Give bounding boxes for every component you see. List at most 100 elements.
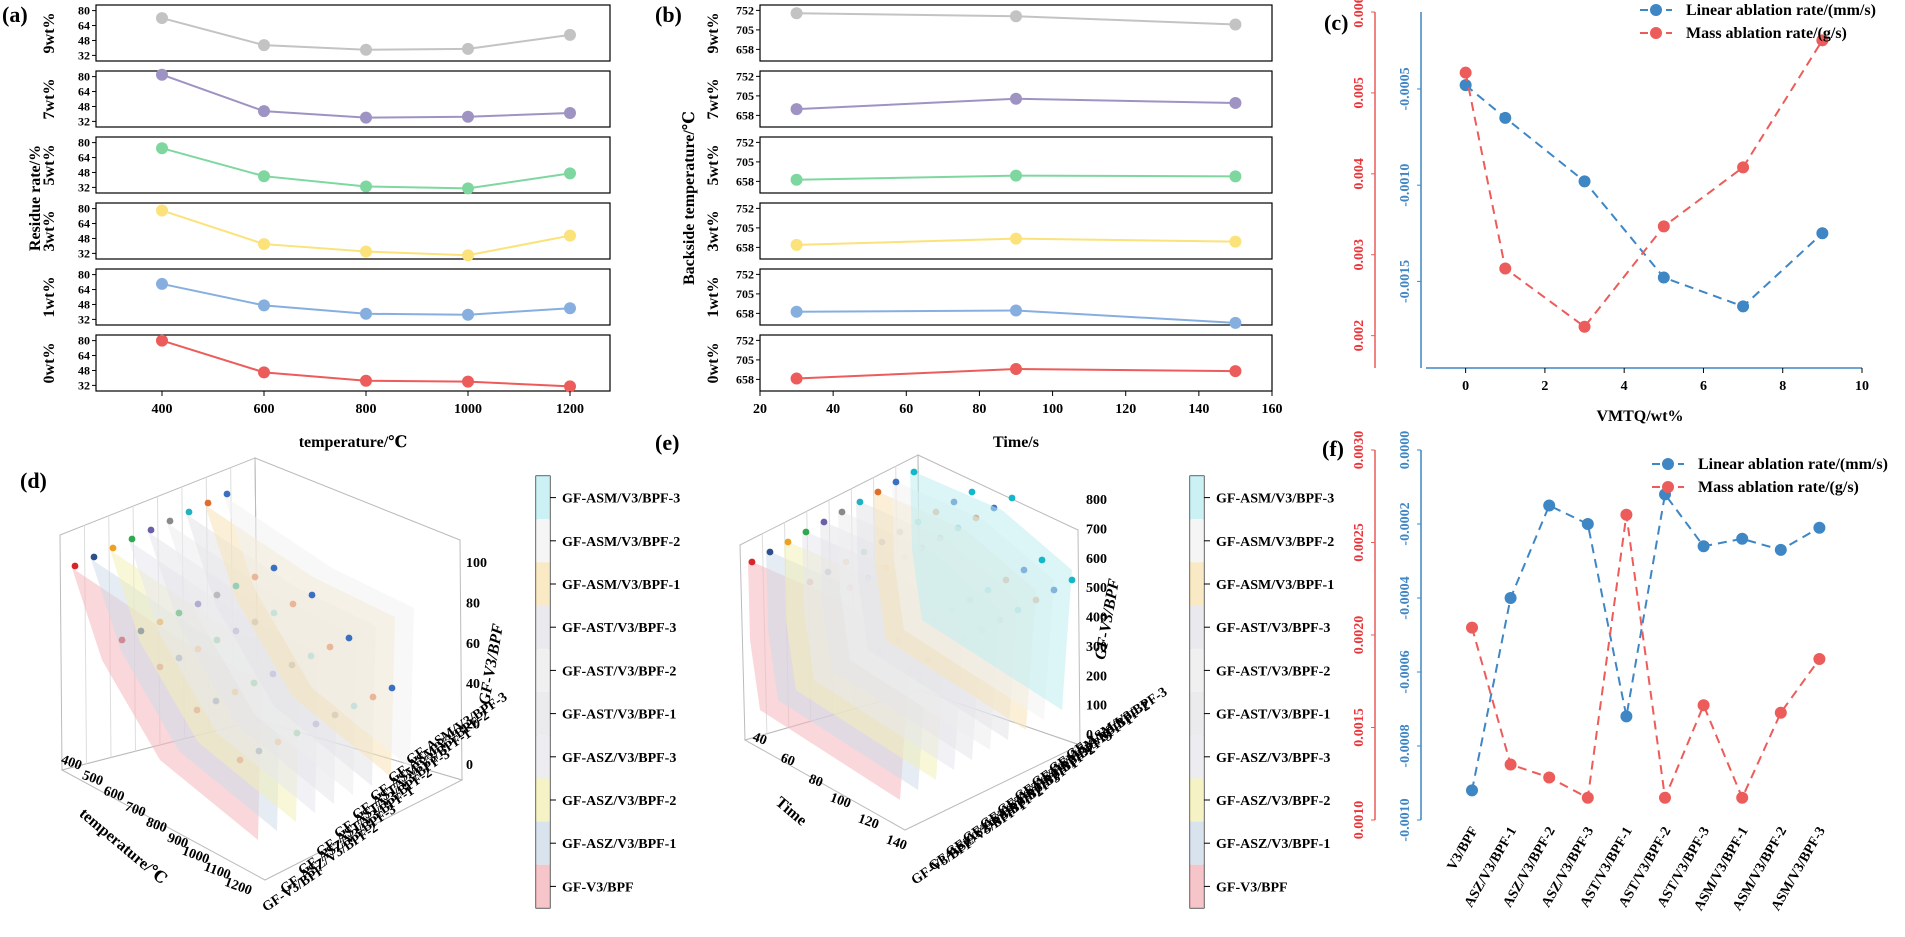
y-axis-label: Residue rate/% xyxy=(27,145,44,251)
data-point xyxy=(156,142,168,155)
left-y-tick-label: 0.0010 xyxy=(1352,801,1367,840)
data-point xyxy=(1010,92,1022,105)
data-point xyxy=(1229,96,1242,109)
series-label: 5wt% xyxy=(705,145,722,186)
legend-label: GF-AST/V3/BPF-3 xyxy=(562,621,676,636)
series-line xyxy=(1471,514,1821,802)
y-tick-label: 80 xyxy=(78,334,90,348)
x-tick-label: 140 xyxy=(1188,402,1209,417)
data-point xyxy=(156,68,168,81)
right-y-tick-label: -0.0006 xyxy=(1398,650,1413,693)
data-point xyxy=(1499,111,1512,124)
y-tick-label: 705 xyxy=(736,23,754,37)
data-point xyxy=(270,564,278,572)
data-point xyxy=(874,488,882,496)
y-tick-label: 752 xyxy=(736,267,754,281)
series-label: 3wt% xyxy=(41,211,58,252)
data-point xyxy=(308,591,316,599)
y-tick-label: 658 xyxy=(736,306,754,320)
subplot-frame xyxy=(95,334,611,392)
data-point xyxy=(1697,699,1710,712)
data-point xyxy=(1010,232,1022,245)
y-tick-label: 752 xyxy=(736,69,754,83)
series-line xyxy=(161,73,571,119)
data-point xyxy=(1010,304,1022,317)
z-tick-label: 40 xyxy=(466,677,480,692)
x-tick-label: 60 xyxy=(899,402,913,417)
data-point xyxy=(790,173,803,186)
data-point xyxy=(802,528,810,536)
legend-label: GF-ASM/V3/BPF-1 xyxy=(1216,578,1334,593)
y-axis-label: Time xyxy=(772,794,810,830)
y-tick-label: 60 xyxy=(778,751,796,770)
z-tick-label: 0 xyxy=(466,758,473,773)
panel-label: (f) xyxy=(1322,436,1344,461)
y-tick-label: 752 xyxy=(736,3,754,17)
data-point xyxy=(892,478,900,486)
y-tick-label: 500 xyxy=(80,768,105,789)
y-tick-label: 32 xyxy=(78,48,90,62)
data-point xyxy=(564,107,576,119)
panel-label: (e) xyxy=(655,430,679,455)
legend-swatch xyxy=(536,778,550,822)
panel-c: (c) 0.002 0.003 0.004 0.005 0.006 -0.0005 -0.00… xyxy=(1324,0,1876,425)
y-tick-label: 32 xyxy=(78,180,90,194)
data-point xyxy=(462,308,474,321)
legend-swatch xyxy=(1190,519,1204,563)
y-tick-label: 64 xyxy=(78,217,90,231)
data-point xyxy=(166,517,174,525)
legend-marker xyxy=(1662,481,1674,493)
subplot-frame xyxy=(95,136,611,194)
data-point xyxy=(564,167,576,180)
legend-label: Mass ablation rate/(g/s) xyxy=(1698,479,1859,496)
x-tick-label: 160 xyxy=(1262,402,1283,417)
y-tick-label: 64 xyxy=(78,349,90,363)
data-point xyxy=(766,548,774,556)
legend-label: GF-ASZ/V3/BPF-1 xyxy=(562,837,676,852)
x-tick-label: 800 xyxy=(356,402,377,417)
x-tick-label: 1000 xyxy=(454,402,482,417)
x-tick-label: 600 xyxy=(254,402,275,417)
data-point xyxy=(748,558,756,566)
category-label: GF-ASM/V3/BPF-3 xyxy=(404,690,510,769)
x-axis-label: Time/s xyxy=(993,434,1039,451)
y-tick-label: 658 xyxy=(736,240,754,254)
legend-swatch xyxy=(1190,864,1204,908)
legend-label: GF-ASM/V3/BPF-2 xyxy=(1216,535,1334,550)
right-y-tick-label: -0.0010 xyxy=(1398,798,1413,841)
left-y-tick-label: 0.005 xyxy=(1352,77,1367,109)
left-y-tick-label: 0.0025 xyxy=(1352,523,1367,562)
data-point xyxy=(784,538,792,546)
legend-label: GF-AST/V3/BPF-1 xyxy=(562,708,676,723)
data-point xyxy=(1010,169,1022,182)
y-tick-label: 48 xyxy=(78,297,90,311)
subplot-frame xyxy=(759,334,1273,392)
data-point xyxy=(790,372,803,385)
series-label: 0wt% xyxy=(41,343,58,384)
data-point xyxy=(128,535,136,543)
y-tick-label: 600 xyxy=(101,784,126,805)
series-line xyxy=(1464,39,1824,329)
data-sheet xyxy=(224,496,414,768)
data-sheet xyxy=(910,470,1072,710)
left-y-tick-label: 0.006 xyxy=(1352,0,1367,28)
y-tick-label: 752 xyxy=(736,201,754,215)
data-point xyxy=(462,110,474,123)
data-point xyxy=(790,103,803,116)
data-point xyxy=(1229,18,1242,31)
subplot-frame xyxy=(759,202,1273,260)
left-y-tick-label: 0.003 xyxy=(1352,239,1367,271)
data-point xyxy=(1543,499,1556,512)
y-tick-label: 658 xyxy=(736,42,754,56)
data-point xyxy=(147,526,155,534)
legend-label: GF-ASM/V3/BPF-3 xyxy=(562,492,680,507)
z-tick-label: 0 xyxy=(1086,728,1093,743)
panel-a: (a)324864809wt%324864807wt%324864805wt%3… xyxy=(2,2,611,451)
legend-swatch xyxy=(1190,735,1204,779)
legend-label: GF-ASM/V3/BPF-2 xyxy=(562,535,680,550)
data-point xyxy=(360,307,372,320)
subplot-frame xyxy=(759,136,1273,194)
left-y-tick-label: 0.0020 xyxy=(1352,616,1367,655)
data-point xyxy=(156,334,168,347)
x-tick-label: 6 xyxy=(1700,379,1707,394)
